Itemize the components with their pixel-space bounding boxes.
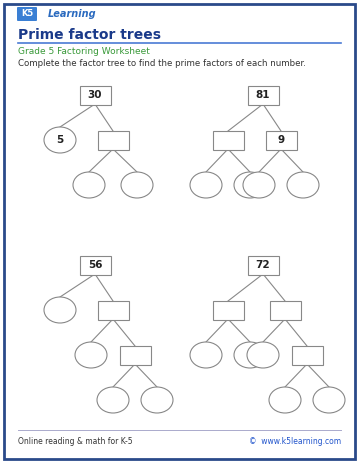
Ellipse shape — [44, 127, 76, 153]
FancyBboxPatch shape — [98, 300, 129, 319]
FancyBboxPatch shape — [79, 256, 111, 275]
Text: Online reading & math for K-5: Online reading & math for K-5 — [18, 438, 132, 446]
Ellipse shape — [313, 387, 345, 413]
FancyBboxPatch shape — [247, 256, 279, 275]
Text: 56: 56 — [88, 260, 102, 270]
FancyBboxPatch shape — [292, 345, 322, 364]
Text: K5: K5 — [21, 10, 33, 19]
Text: Complete the factor tree to find the prime factors of each number.: Complete the factor tree to find the pri… — [18, 58, 306, 68]
Text: Learning: Learning — [48, 9, 97, 19]
Ellipse shape — [269, 387, 301, 413]
FancyBboxPatch shape — [247, 86, 279, 105]
Ellipse shape — [234, 172, 266, 198]
Text: 72: 72 — [256, 260, 270, 270]
Text: 5: 5 — [56, 135, 64, 145]
Ellipse shape — [73, 172, 105, 198]
Ellipse shape — [190, 342, 222, 368]
FancyBboxPatch shape — [270, 300, 300, 319]
Text: 81: 81 — [256, 90, 270, 100]
Ellipse shape — [234, 342, 266, 368]
FancyBboxPatch shape — [213, 300, 243, 319]
FancyBboxPatch shape — [98, 131, 129, 150]
Text: ©  www.k5learning.com: © www.k5learning.com — [249, 438, 341, 446]
FancyBboxPatch shape — [120, 345, 150, 364]
Ellipse shape — [121, 172, 153, 198]
Text: 9: 9 — [278, 135, 285, 145]
FancyBboxPatch shape — [213, 131, 243, 150]
Text: Grade 5 Factoring Worksheet: Grade 5 Factoring Worksheet — [18, 48, 150, 56]
Ellipse shape — [243, 172, 275, 198]
Text: Prime factor trees: Prime factor trees — [18, 28, 161, 42]
Text: 30: 30 — [88, 90, 102, 100]
FancyBboxPatch shape — [17, 7, 37, 21]
Ellipse shape — [190, 172, 222, 198]
Ellipse shape — [247, 342, 279, 368]
FancyBboxPatch shape — [79, 86, 111, 105]
Ellipse shape — [97, 387, 129, 413]
FancyBboxPatch shape — [266, 131, 297, 150]
Ellipse shape — [287, 172, 319, 198]
Ellipse shape — [75, 342, 107, 368]
Ellipse shape — [44, 297, 76, 323]
Ellipse shape — [141, 387, 173, 413]
